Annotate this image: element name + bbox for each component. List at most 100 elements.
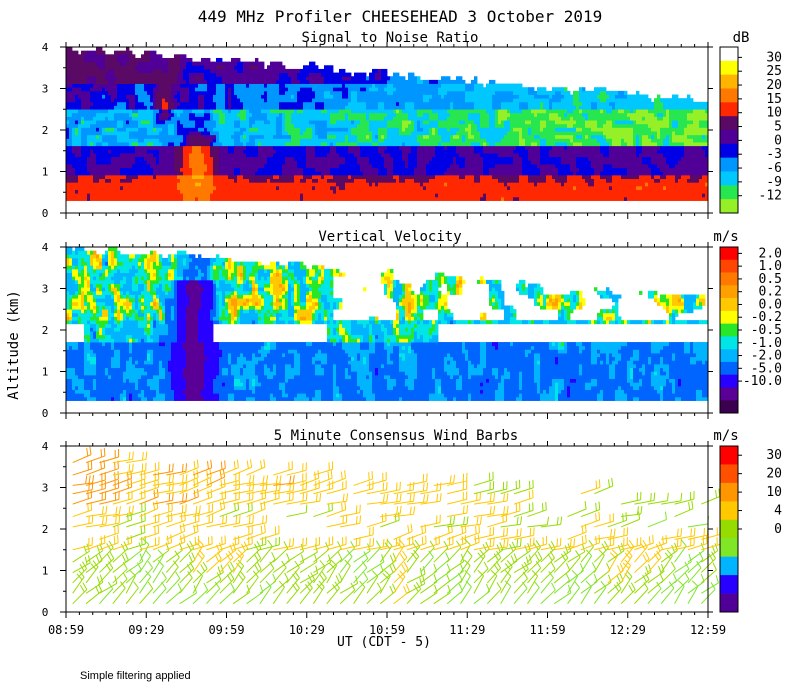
- heat-cell: [189, 105, 193, 110]
- heat-cell: [399, 127, 403, 132]
- heat-cell: [72, 156, 76, 161]
- heat-cell: [204, 101, 208, 106]
- heat-cell: [342, 90, 346, 95]
- heat-cell: [435, 142, 439, 147]
- heat-cell: [300, 87, 304, 92]
- heat-cell: [129, 94, 133, 99]
- heat-cell: [393, 98, 397, 103]
- heat-cell: [78, 61, 82, 66]
- heat-cell: [309, 142, 313, 147]
- heat-cell: [273, 112, 277, 117]
- heat-cell: [96, 61, 100, 66]
- heat-cell: [351, 90, 355, 95]
- heat-cell: [153, 138, 157, 143]
- heat-cell: [276, 149, 280, 154]
- heat-cell: [456, 153, 460, 158]
- heat-cell: [339, 145, 343, 150]
- heat-cell: [90, 112, 94, 117]
- heat-cell: [141, 138, 145, 143]
- heat-cell: [141, 174, 145, 180]
- heat-cell: [372, 193, 376, 198]
- heat-cell: [174, 83, 178, 88]
- heat-cell: [321, 120, 325, 125]
- heat-cell: [189, 116, 193, 121]
- heat-cell: [285, 79, 289, 84]
- heat-cell: [348, 196, 352, 201]
- heat-cell: [426, 142, 430, 147]
- heat-cell: [252, 171, 256, 176]
- heat-cell: [249, 68, 253, 73]
- heat-cell: [195, 142, 199, 147]
- heat-cell: [303, 72, 307, 77]
- heat-cell: [225, 149, 229, 154]
- heat-cell: [399, 163, 403, 169]
- heat-cell: [405, 174, 409, 180]
- heat-cell: [213, 171, 217, 176]
- heat-cell: [279, 149, 283, 154]
- heat-cell: [129, 123, 133, 128]
- heat-cell: [396, 163, 400, 169]
- heat-cell: [339, 131, 343, 136]
- heat-cell: [342, 156, 346, 161]
- heat-cell: [150, 153, 154, 158]
- heat-cell: [108, 54, 112, 59]
- heat-cell: [366, 123, 370, 128]
- heat-cell: [426, 127, 430, 132]
- heat-cell: [441, 101, 445, 106]
- heat-cell: [333, 105, 337, 110]
- heat-cell: [147, 163, 151, 169]
- heat-cell: [93, 171, 97, 176]
- heat-cell: [156, 72, 160, 77]
- heat-cell: [201, 57, 205, 63]
- heat-cell: [246, 189, 250, 194]
- heat-cell: [243, 90, 247, 95]
- heat-cell: [105, 149, 109, 154]
- heat-cell: [453, 174, 457, 180]
- heat-cell: [288, 142, 292, 147]
- heat-cell: [207, 112, 211, 117]
- heat-cell: [459, 171, 463, 176]
- heat-cell: [318, 105, 322, 110]
- heat-cell: [264, 138, 268, 143]
- heat-cell: [75, 54, 79, 59]
- heat-cell: [255, 131, 259, 136]
- heat-cell: [414, 145, 418, 150]
- heat-cell: [102, 94, 106, 99]
- heat-cell: [204, 87, 208, 92]
- heat-cell: [405, 101, 409, 106]
- heat-cell: [99, 178, 103, 183]
- heat-cell: [381, 94, 385, 99]
- heat-cell: [453, 167, 457, 172]
- heat-cell: [264, 87, 268, 92]
- heat-cell: [294, 101, 298, 106]
- heat-cell: [387, 182, 391, 187]
- heat-cell: [135, 120, 139, 125]
- heat-cell: [342, 120, 346, 125]
- heat-cell: [210, 120, 214, 125]
- heat-cell: [267, 182, 271, 187]
- heat-cell: [228, 116, 232, 121]
- heat-cell: [306, 65, 310, 70]
- heat-cell: [177, 120, 181, 125]
- heat-cell: [411, 149, 415, 154]
- heat-cell: [174, 196, 178, 201]
- heat-cell: [240, 142, 244, 147]
- heat-cell: [129, 87, 133, 92]
- heat-cell: [321, 90, 325, 95]
- heat-cell: [90, 163, 94, 169]
- heat-cell: [114, 61, 118, 66]
- heat-cell: [219, 101, 223, 106]
- heat-cell: [69, 193, 73, 198]
- heat-cell: [441, 109, 445, 114]
- heat-cell: [219, 185, 223, 190]
- heat-cell: [408, 72, 412, 77]
- heat-cell: [114, 149, 118, 154]
- heat-cell: [312, 101, 316, 106]
- heat-cell: [405, 112, 409, 117]
- heat-cell: [450, 112, 454, 117]
- heat-cell: [312, 105, 316, 110]
- heat-cell: [204, 79, 208, 84]
- heat-cell: [252, 145, 256, 150]
- heat-cell: [315, 116, 319, 121]
- heat-cell: [459, 167, 463, 172]
